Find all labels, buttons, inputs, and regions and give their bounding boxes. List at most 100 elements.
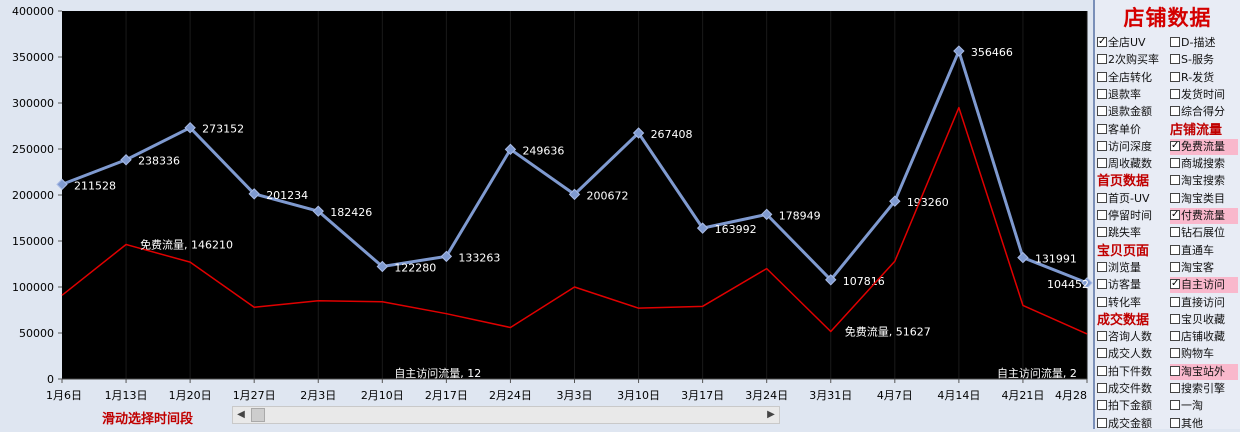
metric-checkbox-item[interactable]: 淘宝类目 (1170, 191, 1238, 207)
checkbox-icon[interactable] (1097, 88, 1107, 99)
checkbox-icon[interactable] (1097, 140, 1107, 151)
checkbox-checked-icon[interactable] (1170, 138, 1180, 154)
metric-checkbox-item[interactable]: 首页-UV (1097, 191, 1167, 207)
scroll-thumb[interactable] (251, 408, 265, 422)
metric-checkbox-item[interactable]: 一淘 (1170, 398, 1238, 414)
checkbox-icon[interactable] (1097, 400, 1107, 411)
metric-checkbox-item[interactable]: 停留时间 (1097, 208, 1167, 224)
metric-label: 退款率 (1108, 87, 1141, 101)
metric-checkbox-item[interactable]: 成交件数 (1097, 381, 1167, 397)
scroll-left-arrow-icon[interactable]: ◀ (237, 409, 245, 420)
metric-checkbox-item[interactable]: 宝贝收藏 (1170, 312, 1238, 328)
metric-checkbox-item[interactable]: 淘宝客 (1170, 260, 1238, 276)
checkbox-icon[interactable] (1097, 71, 1107, 82)
checkbox-icon[interactable] (1170, 192, 1180, 203)
metric-checkbox-item[interactable]: 访问深度 (1097, 139, 1167, 155)
checkbox-icon[interactable] (1170, 244, 1180, 255)
metric-checkbox-item[interactable]: 购物车 (1170, 346, 1238, 362)
scroll-right-arrow-icon[interactable]: ▶ (767, 409, 775, 420)
metric-checkbox-item[interactable]: 店铺收藏 (1170, 329, 1238, 345)
uv-data-label: 200672 (587, 189, 629, 202)
checkbox-icon[interactable] (1170, 106, 1180, 117)
metric-checkbox-item[interactable]: 全店UV (1097, 34, 1167, 51)
checkbox-icon[interactable] (1170, 88, 1180, 99)
checkbox-icon[interactable] (1097, 348, 1107, 359)
checkbox-icon[interactable] (1097, 158, 1107, 169)
checkbox-icon[interactable] (1097, 192, 1107, 203)
metric-checkbox-item[interactable]: 客单价 (1097, 122, 1167, 138)
time-range-scrollbar[interactable]: ◀ ▶ (232, 406, 780, 424)
checkbox-icon[interactable] (1170, 71, 1180, 82)
metric-checkbox-item[interactable]: 拍下件数 (1097, 364, 1167, 380)
metric-checkbox-item[interactable]: 咨询人数 (1097, 329, 1167, 345)
checkbox-icon[interactable] (1170, 175, 1180, 186)
checkbox-icon[interactable] (1170, 348, 1180, 359)
metric-checkbox-item[interactable]: 成交人数 (1097, 346, 1167, 362)
checkbox-icon[interactable] (1097, 261, 1107, 272)
metric-label: 咨询人数 (1108, 330, 1152, 344)
checkbox-checked-icon[interactable] (1170, 207, 1180, 223)
y-tick-label: 150000 (12, 235, 54, 248)
metric-checkbox-item[interactable]: D-描述 (1170, 35, 1238, 51)
metric-checkbox-item[interactable]: 淘宝搜索 (1170, 173, 1238, 189)
metric-checkbox-item[interactable]: 访客量 (1097, 277, 1167, 293)
metric-checkbox-item[interactable]: 淘宝站外 (1170, 363, 1238, 380)
metric-checkbox-item[interactable]: 浏览量 (1097, 260, 1167, 276)
metric-checkbox-item[interactable]: 免费流量 (1170, 138, 1238, 155)
metric-checkbox-item[interactable]: 其他 (1170, 416, 1238, 432)
metric-checkbox-item[interactable]: 付费流量 (1170, 207, 1238, 224)
checkbox-icon[interactable] (1170, 296, 1180, 307)
checkbox-icon[interactable] (1097, 296, 1107, 307)
checkbox-icon[interactable] (1170, 261, 1180, 272)
metric-checkbox-item[interactable]: 直通车 (1170, 243, 1238, 259)
checkbox-checked-icon[interactable] (1097, 34, 1107, 50)
metric-label: 一淘 (1181, 399, 1203, 413)
checkbox-icon[interactable] (1170, 37, 1180, 47)
metric-checkbox-item[interactable]: R-发货 (1170, 70, 1238, 86)
checkbox-icon[interactable] (1170, 54, 1180, 65)
metric-checkbox-item[interactable]: 2次购买率 (1097, 52, 1167, 68)
checkbox-icon[interactable] (1170, 400, 1180, 411)
checkbox-icon[interactable] (1170, 227, 1180, 238)
checkbox-icon[interactable] (1170, 331, 1180, 342)
metric-checkbox-item[interactable]: 拍下金额 (1097, 398, 1167, 414)
metric-checkbox-item[interactable]: 综合得分 (1170, 104, 1238, 120)
checkbox-icon[interactable] (1097, 210, 1107, 220)
checkbox-checked-icon[interactable] (1170, 276, 1180, 292)
metric-label: S-服务 (1181, 53, 1214, 67)
metric-checkbox-item[interactable]: 成交金额 (1097, 416, 1167, 432)
checkbox-icon[interactable] (1097, 365, 1107, 376)
checkbox-icon[interactable] (1097, 279, 1107, 290)
metric-checkbox-item[interactable]: 钻石展位 (1170, 225, 1238, 241)
uv-data-label: 273152 (202, 123, 244, 136)
checkbox-icon[interactable] (1170, 417, 1180, 428)
metric-checkbox-item[interactable]: 转化率 (1097, 295, 1167, 311)
checkbox-icon[interactable] (1170, 365, 1180, 376)
checkbox-icon[interactable] (1097, 383, 1107, 393)
checkbox-icon[interactable] (1097, 417, 1107, 428)
checkbox-icon[interactable] (1097, 106, 1107, 117)
checkbox-icon[interactable] (1170, 383, 1180, 393)
x-tick-label: 3月31日 (809, 389, 852, 402)
metric-label: 淘宝搜索 (1181, 174, 1225, 188)
checkbox-icon[interactable] (1170, 313, 1180, 324)
metric-checkbox-item[interactable]: 周收藏数 (1097, 156, 1167, 172)
metric-checkbox-item[interactable]: 发货时间 (1170, 87, 1238, 103)
uv-marker (953, 45, 965, 57)
metric-checkbox-item[interactable]: S-服务 (1170, 52, 1238, 68)
metric-checkbox-item[interactable]: 直接访问 (1170, 295, 1238, 311)
uv-marker (696, 222, 709, 234)
checkbox-icon[interactable] (1097, 227, 1107, 238)
metric-checkbox-item[interactable]: 退款金额 (1097, 104, 1167, 120)
metric-checkbox-item[interactable]: 跳失率 (1097, 225, 1167, 241)
metric-checkbox-item[interactable]: 全店转化 (1097, 70, 1167, 86)
metric-checkbox-item[interactable]: 商城搜索 (1170, 156, 1238, 172)
checkbox-icon[interactable] (1097, 54, 1107, 65)
checkbox-icon[interactable] (1097, 331, 1107, 342)
checkbox-icon[interactable] (1097, 123, 1107, 134)
checkbox-icon[interactable] (1170, 158, 1180, 169)
metric-checkbox-item[interactable]: 搜索引擎 (1170, 381, 1238, 397)
metric-checkbox-item[interactable]: 退款率 (1097, 87, 1167, 103)
metric-checkbox-item[interactable]: 自主访问 (1170, 276, 1238, 294)
x-tick-label: 3月3日 (557, 389, 593, 402)
